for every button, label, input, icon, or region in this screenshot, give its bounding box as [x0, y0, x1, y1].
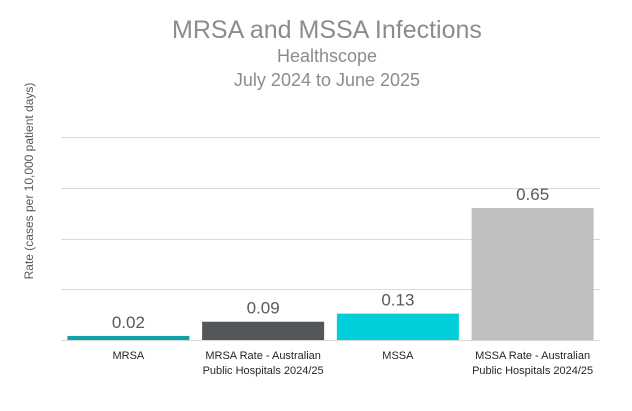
data-label-2: 0.13 — [381, 291, 414, 310]
data-label-1: 0.09 — [247, 299, 280, 318]
chart-subtitle-line-2: July 2024 to June 2025 — [234, 70, 420, 90]
bar-3 — [471, 208, 594, 340]
y-axis-label: Rate (cases per 10,000 patient days) — [22, 83, 36, 280]
bar-2 — [336, 313, 459, 340]
category-label-2-line-0: MSSA — [382, 350, 414, 362]
chart-subtitle-line-1: Healthscope — [277, 46, 377, 66]
data-label-0: 0.02 — [112, 313, 145, 332]
bar-1 — [202, 321, 325, 340]
category-label-3-line-0: MSSA Rate - Australian — [475, 350, 590, 362]
category-labels: MRSA MRSA Rate - Australian Public Hospita… — [112, 350, 593, 377]
bars — [67, 208, 594, 340]
chart-title: MRSA and MSSA Infections — [172, 16, 482, 44]
bar-0 — [67, 335, 190, 340]
category-label-1-line-1: Public Hospitals 2024/25 — [203, 365, 324, 377]
category-label-0-line-0: MRSA — [112, 350, 144, 362]
category-label-1-line-0: MRSA Rate - Australian — [205, 350, 321, 362]
data-label-3: 0.65 — [516, 185, 549, 204]
data-labels: 0.02 0.09 0.13 0.65 — [112, 185, 549, 332]
category-label-3-line-1: Public Hospitals 2024/25 — [472, 365, 593, 377]
